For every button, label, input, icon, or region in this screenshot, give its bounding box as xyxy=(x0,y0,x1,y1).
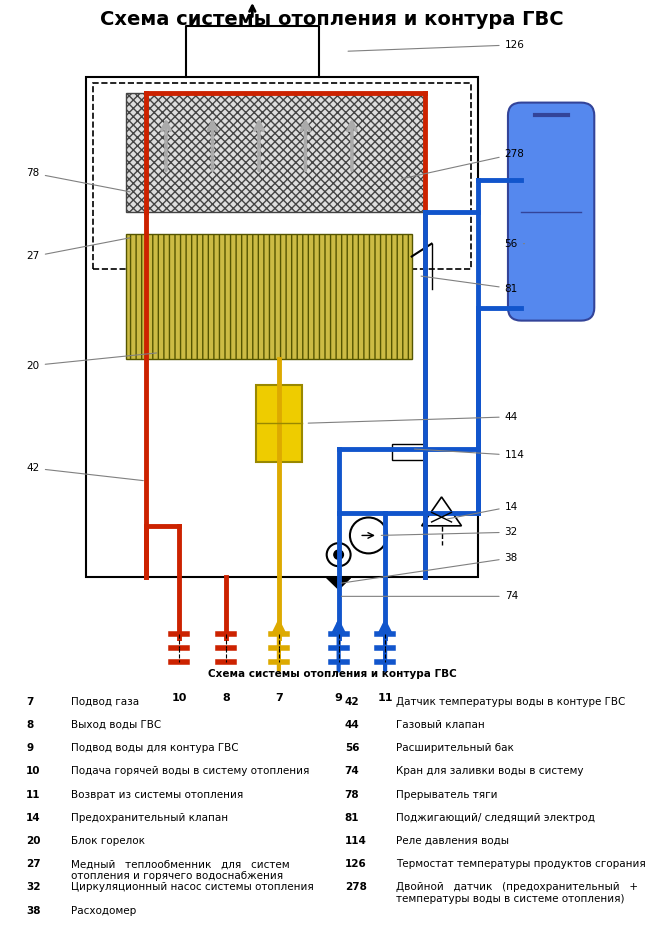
Text: 81: 81 xyxy=(345,813,359,823)
Text: 56: 56 xyxy=(505,239,525,249)
FancyBboxPatch shape xyxy=(93,83,471,270)
Text: Термостат температуры продуктов сгорания: Термостат температуры продуктов сгорания xyxy=(396,859,645,869)
Text: 8: 8 xyxy=(26,720,33,730)
Text: Схема системы отопления и контура ГВС: Схема системы отопления и контура ГВС xyxy=(100,9,564,28)
Text: 78: 78 xyxy=(345,789,359,800)
FancyBboxPatch shape xyxy=(392,444,425,460)
Circle shape xyxy=(350,518,387,554)
Text: Возврат из системы отопления: Возврат из системы отопления xyxy=(70,789,243,800)
Text: Расходомер: Расходомер xyxy=(70,905,136,916)
FancyBboxPatch shape xyxy=(86,77,478,577)
Text: 32: 32 xyxy=(381,527,518,538)
Text: Медный   теплообменник   для   систем
отопления и горячего водоснабжения: Медный теплообменник для систем отоплени… xyxy=(70,859,290,881)
Text: Блок горелок: Блок горелок xyxy=(70,836,145,846)
Text: 278: 278 xyxy=(345,883,367,892)
Text: Подвод воды для контура ГВС: Подвод воды для контура ГВС xyxy=(70,743,238,753)
Text: 42: 42 xyxy=(345,697,359,707)
FancyBboxPatch shape xyxy=(508,103,594,321)
Text: Прерыватель тяги: Прерыватель тяги xyxy=(396,789,497,800)
Text: 10: 10 xyxy=(26,767,41,776)
Text: Предохранительный клапан: Предохранительный клапан xyxy=(70,813,228,823)
Polygon shape xyxy=(327,578,351,589)
FancyBboxPatch shape xyxy=(126,93,425,211)
Text: 7: 7 xyxy=(275,692,283,703)
FancyBboxPatch shape xyxy=(256,385,302,462)
Text: 20: 20 xyxy=(26,836,41,846)
Text: 9: 9 xyxy=(335,692,343,703)
Text: 14: 14 xyxy=(448,502,518,519)
Text: 27: 27 xyxy=(27,238,130,261)
Text: 126: 126 xyxy=(348,40,525,51)
FancyBboxPatch shape xyxy=(126,234,412,359)
Text: 81: 81 xyxy=(421,276,518,293)
Text: 114: 114 xyxy=(345,836,367,846)
Text: 14: 14 xyxy=(26,813,41,823)
Text: 44: 44 xyxy=(345,720,359,730)
Text: 11: 11 xyxy=(26,789,41,800)
Text: 32: 32 xyxy=(26,883,41,892)
Polygon shape xyxy=(422,497,461,526)
Text: 74: 74 xyxy=(341,591,518,602)
Text: 74: 74 xyxy=(345,767,359,776)
Text: Расширительный бак: Расширительный бак xyxy=(396,743,514,753)
Text: 278: 278 xyxy=(401,149,525,179)
Text: Кран для заливки воды в систему: Кран для заливки воды в систему xyxy=(396,767,583,776)
Text: 56: 56 xyxy=(345,743,359,753)
Text: Циркуляционный насос системы отопления: Циркуляционный насос системы отопления xyxy=(70,883,313,892)
Text: Газовый клапан: Газовый клапан xyxy=(396,720,485,730)
Text: 38: 38 xyxy=(341,553,518,583)
Text: Поджигающий/ следящий электрод: Поджигающий/ следящий электрод xyxy=(396,813,595,823)
Text: Подача горячей воды в систему отопления: Подача горячей воды в систему отопления xyxy=(70,767,309,776)
Text: 126: 126 xyxy=(345,859,367,869)
Text: 78: 78 xyxy=(27,168,130,191)
Text: Схема системы отопления и контура ГВС: Схема системы отопления и контура ГВС xyxy=(208,669,456,679)
Text: 38: 38 xyxy=(26,905,41,916)
Text: 20: 20 xyxy=(27,353,157,371)
Text: Реле давления воды: Реле давления воды xyxy=(396,836,509,846)
Text: Датчик температуры воды в контуре ГВС: Датчик температуры воды в контуре ГВС xyxy=(396,697,625,707)
Text: 44: 44 xyxy=(308,412,518,423)
Text: Подвод газа: Подвод газа xyxy=(70,697,139,707)
Text: 42: 42 xyxy=(27,463,143,481)
Text: Выход воды ГВС: Выход воды ГВС xyxy=(70,720,161,730)
Text: 114: 114 xyxy=(414,449,525,460)
Text: 27: 27 xyxy=(26,859,41,869)
Text: 10: 10 xyxy=(171,692,187,703)
Text: 9: 9 xyxy=(26,743,33,753)
Text: 8: 8 xyxy=(222,692,230,703)
Circle shape xyxy=(334,550,343,559)
Text: 11: 11 xyxy=(377,692,393,703)
Text: Двойной   датчик   (предохранительный   +
температуры воды в системе отопления): Двойной датчик (предохранительный + темп… xyxy=(396,883,637,904)
Text: 7: 7 xyxy=(26,697,33,707)
Circle shape xyxy=(327,543,351,566)
